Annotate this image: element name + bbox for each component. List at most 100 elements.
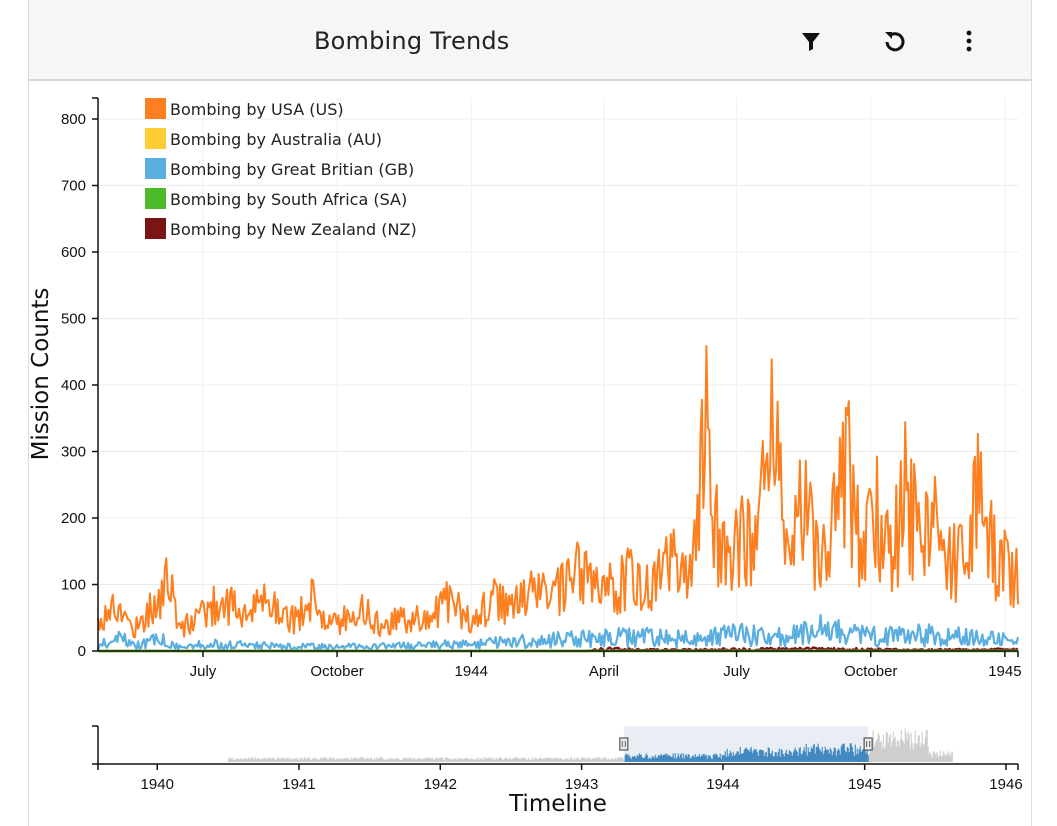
legend-label: Bombing by USA (US) (170, 100, 344, 119)
context-bar (902, 741, 904, 762)
more-options-button[interactable] (955, 27, 983, 55)
context-bar (893, 738, 895, 762)
context-bar (411, 759, 413, 762)
context-bar (317, 759, 319, 762)
context-bar (608, 759, 610, 762)
context-bar (513, 758, 515, 762)
context-bar (661, 755, 663, 762)
context-bar (914, 730, 916, 762)
context-bar (546, 757, 548, 762)
context-bar (298, 759, 300, 762)
context-bar (373, 757, 375, 762)
context-bar (499, 757, 501, 762)
context-bar (741, 753, 743, 762)
context-bar (595, 759, 597, 762)
context-bar (787, 754, 789, 762)
context-bar (414, 759, 416, 762)
context-bar (555, 758, 557, 762)
legend-swatch (145, 218, 166, 239)
context-bar (503, 757, 505, 762)
context-bar (416, 759, 418, 762)
context-bar (320, 758, 322, 762)
context-bar (862, 749, 864, 762)
context-bar (534, 757, 536, 762)
context-bar (783, 756, 785, 762)
context-bar (293, 758, 295, 762)
timeline-brush-chart[interactable]: 1940 1941 1942 1943 1944 1945 1946 (92, 725, 1023, 793)
context-bar (749, 749, 751, 762)
context-bar (412, 758, 414, 762)
context-bar (349, 759, 351, 762)
context-bar (680, 753, 682, 762)
context-bar (934, 753, 936, 762)
context-bar (847, 747, 849, 762)
context-bar (733, 755, 735, 762)
context-bar (370, 757, 372, 762)
context-bar (526, 759, 528, 762)
context-bar (331, 759, 333, 762)
context-bar (593, 758, 595, 762)
context-bar (527, 758, 529, 762)
context-bar (491, 759, 493, 762)
context-bar (611, 758, 613, 762)
reset-icon (885, 32, 905, 52)
context-bar (950, 752, 952, 762)
context-bar (585, 758, 587, 762)
context-bar (738, 754, 740, 762)
context-bar (822, 754, 824, 762)
context-bar (504, 759, 506, 762)
context-bar (766, 756, 768, 762)
context-bar (282, 758, 284, 762)
context-bar (905, 733, 907, 762)
context-bar (606, 759, 608, 762)
context-bar (669, 755, 671, 762)
x-tick-label: July (190, 663, 217, 680)
context-bar (937, 757, 939, 762)
context-bar (880, 740, 882, 762)
context-bar (250, 757, 252, 762)
context-bar (777, 751, 779, 762)
context-bar (688, 754, 690, 762)
context-bar (286, 758, 288, 762)
context-bar (696, 756, 698, 762)
context-bar (647, 758, 649, 762)
context-bar (747, 749, 749, 762)
brush-handle-left[interactable] (619, 737, 629, 751)
context-bar (253, 759, 255, 762)
context-bar (837, 748, 839, 762)
context-bar (941, 756, 943, 762)
context-bar (677, 753, 679, 762)
context-bar (541, 759, 543, 762)
context-bar (821, 746, 823, 762)
context-bar (581, 757, 583, 762)
context-bar (363, 758, 365, 762)
legend-label: Bombing by Great Britian (GB) (170, 160, 414, 179)
context-bar (691, 756, 693, 762)
filter-button[interactable] (797, 27, 825, 55)
context-bar (813, 743, 815, 762)
context-bar (426, 757, 428, 762)
context-bar (455, 759, 457, 762)
context-bar (625, 753, 627, 762)
context-bar (702, 753, 704, 762)
context-bar (888, 736, 890, 762)
context-bar (736, 751, 738, 762)
context-bar (563, 759, 565, 762)
context-bar (391, 758, 393, 762)
context-bar (458, 758, 460, 762)
context-bar (339, 759, 341, 762)
context-bar (478, 759, 480, 762)
context-bar (898, 745, 900, 762)
context-bar (592, 757, 594, 762)
context-bar (454, 758, 456, 762)
context-bar (740, 753, 742, 762)
context-bar (459, 758, 461, 762)
context-bar (713, 753, 715, 762)
context-bar (346, 757, 348, 762)
brush-handle-right[interactable] (863, 737, 873, 751)
context-bar (863, 748, 865, 762)
reset-button[interactable] (881, 27, 909, 55)
context-bar (940, 756, 942, 762)
context-bar (351, 758, 353, 762)
context-bar (806, 755, 808, 762)
